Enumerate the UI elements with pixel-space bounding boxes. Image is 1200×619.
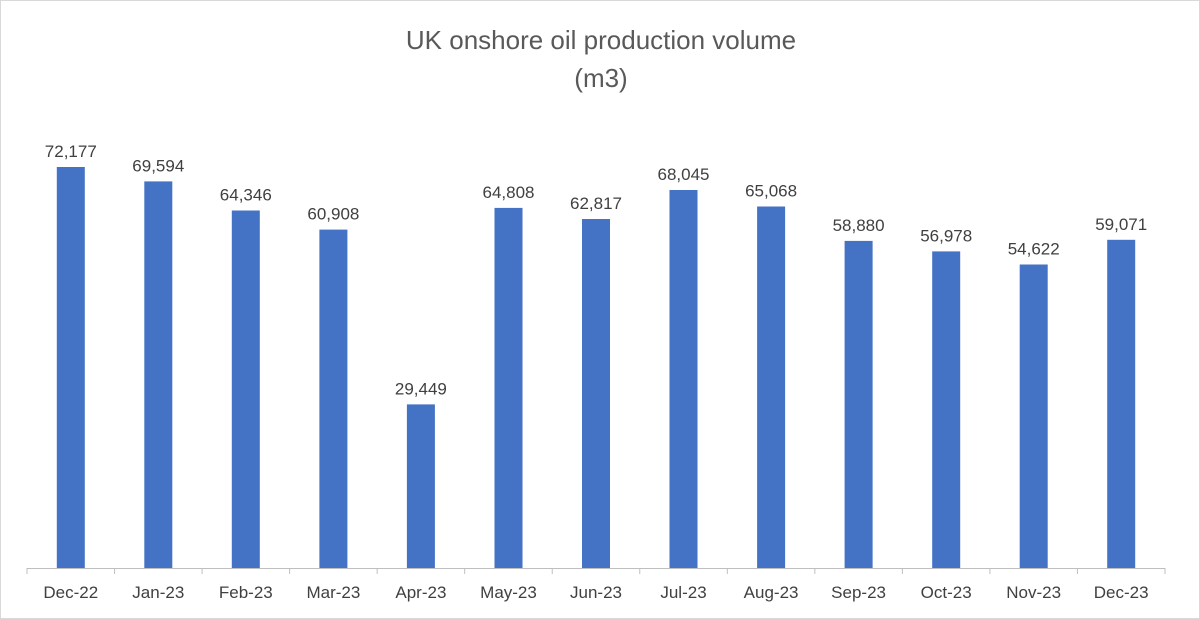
- x-tick-label-aug-23: Aug-23: [744, 583, 799, 602]
- data-label-jul-23: 68,045: [658, 165, 710, 184]
- bar-aug-23: [757, 206, 786, 568]
- chart-subtitle: (m3): [574, 63, 627, 93]
- bar-feb-23: [231, 210, 260, 568]
- bar-jan-23: [144, 181, 173, 568]
- data-label-jun-23: 62,817: [570, 194, 622, 213]
- x-tick-label-jul-23: Jul-23: [660, 583, 706, 602]
- x-tick-label-jan-23: Jan-23: [132, 583, 184, 602]
- x-axis: Dec-22 Jan-23 Feb-23 Mar-23 Apr-23 May-23 Jun-…: [26, 568, 1166, 602]
- data-label-aug-23: 65,068: [745, 182, 797, 201]
- data-labels-group: 72,177 69,594 64,346 60,908 29,449 64,808 62,8…: [45, 142, 1147, 398]
- bar-jul-23: [669, 190, 698, 568]
- x-tick-label-apr-23: Apr-23: [395, 583, 446, 602]
- data-label-mar-23: 60,908: [307, 205, 359, 224]
- bar-apr-23: [406, 404, 435, 568]
- bar-oct-23: [932, 251, 961, 568]
- x-tick-label-feb-23: Feb-23: [219, 583, 273, 602]
- chart-title: UK onshore oil production volume: [406, 25, 796, 55]
- x-tick-label-sep-23: Sep-23: [831, 583, 886, 602]
- data-label-oct-23: 56,978: [920, 226, 972, 245]
- bar-mar-23: [319, 229, 348, 568]
- x-tick-label-jun-23: Jun-23: [570, 583, 622, 602]
- x-tick-label-may-23: May-23: [480, 583, 537, 602]
- bar-jun-23: [582, 219, 610, 568]
- data-label-apr-23: 29,449: [395, 379, 447, 398]
- data-label-feb-23: 64,346: [220, 186, 272, 205]
- data-label-jan-23: 69,594: [132, 156, 184, 175]
- data-label-sep-23: 58,880: [833, 216, 885, 235]
- bar-may-23: [494, 207, 523, 568]
- x-tick-label-nov-23: Nov-23: [1006, 583, 1061, 602]
- bars-group: [56, 167, 1136, 569]
- data-label-may-23: 64,808: [483, 183, 535, 202]
- x-tick-label-oct-23: Oct-23: [921, 583, 972, 602]
- x-tick-label-mar-23: Mar-23: [306, 583, 360, 602]
- bar-sep-23: [844, 240, 873, 568]
- x-tick-label-dec-23: Dec-23: [1094, 583, 1149, 602]
- bar-nov-23: [1019, 264, 1048, 568]
- data-label-dec-23: 59,071: [1095, 215, 1147, 234]
- bar-dec-23: [1107, 239, 1136, 569]
- bar-dec-22: [56, 167, 85, 568]
- x-tick-label-dec-22: Dec-22: [43, 583, 98, 602]
- data-label-dec-22: 72,177: [45, 142, 97, 161]
- data-label-nov-23: 54,622: [1008, 240, 1060, 259]
